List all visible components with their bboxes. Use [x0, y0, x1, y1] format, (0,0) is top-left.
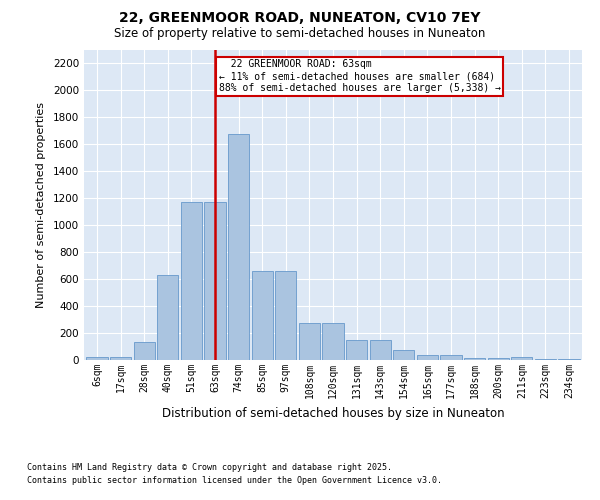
Bar — [417, 354, 438, 360]
Bar — [110, 356, 131, 360]
Bar — [488, 358, 509, 360]
Bar — [275, 271, 296, 360]
Text: 22 GREENMOOR ROAD: 63sqm
← 11% of semi-detached houses are smaller (684)
88% of : 22 GREENMOOR ROAD: 63sqm ← 11% of semi-d… — [218, 60, 500, 92]
Bar — [346, 340, 367, 360]
Bar — [370, 340, 391, 360]
Bar — [86, 358, 107, 360]
Y-axis label: Number of semi-detached properties: Number of semi-detached properties — [36, 102, 46, 308]
Bar — [181, 202, 202, 360]
Bar — [134, 342, 155, 360]
Text: Size of property relative to semi-detached houses in Nuneaton: Size of property relative to semi-detach… — [115, 28, 485, 40]
Bar — [299, 323, 320, 360]
Bar — [393, 350, 415, 360]
Bar — [228, 134, 249, 360]
Bar — [205, 202, 226, 360]
Text: Contains public sector information licensed under the Open Government Licence v3: Contains public sector information licen… — [27, 476, 442, 485]
Text: Distribution of semi-detached houses by size in Nuneaton: Distribution of semi-detached houses by … — [161, 408, 505, 420]
Bar — [440, 354, 461, 360]
Bar — [251, 271, 273, 360]
Bar — [464, 358, 485, 360]
Bar — [157, 275, 178, 360]
Text: Contains HM Land Registry data © Crown copyright and database right 2025.: Contains HM Land Registry data © Crown c… — [27, 462, 392, 471]
Text: 22, GREENMOOR ROAD, NUNEATON, CV10 7EY: 22, GREENMOOR ROAD, NUNEATON, CV10 7EY — [119, 11, 481, 25]
Bar — [511, 358, 532, 360]
Bar — [322, 323, 344, 360]
